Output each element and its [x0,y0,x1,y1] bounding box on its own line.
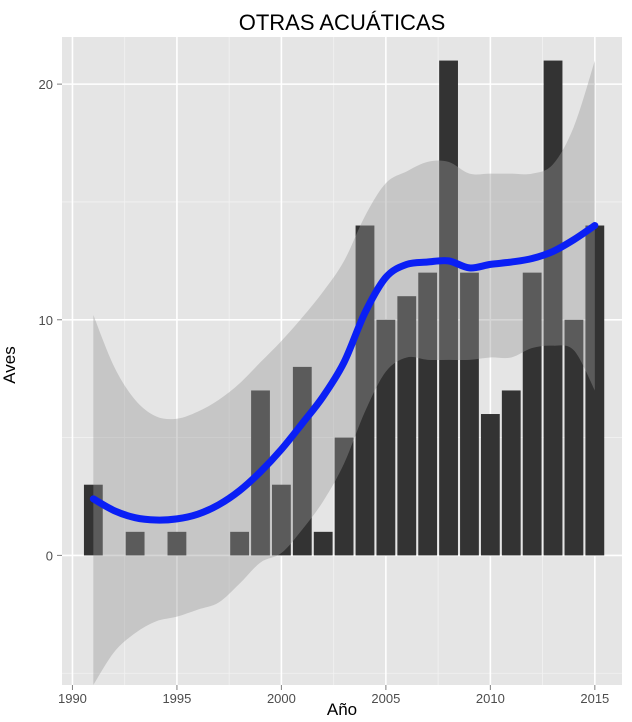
x-tick-label: 2010 [476,691,505,706]
bar-2014 [564,319,584,556]
confidence-band [93,60,595,685]
bar-2010 [480,414,500,556]
smooth-line [89,222,599,524]
bar-2012 [522,272,542,556]
x-tick-label: 1990 [58,691,87,706]
bars [83,60,605,556]
bar-2007 [418,272,438,556]
bar-2003 [334,437,354,556]
bar-2015 [585,225,605,556]
x-tick-label: 2000 [267,691,296,706]
y-tick-label: 10 [39,313,53,328]
bar-2006 [397,296,417,556]
bar-2009 [460,272,479,556]
bar-2008 [439,60,458,556]
bar-2005 [376,319,396,556]
bar-2011 [501,390,521,556]
bar-1998 [230,531,250,556]
y-axis: 0 10 20 [39,77,62,563]
bar-2002 [313,531,333,556]
bar-2013 [543,60,563,556]
bar-1993 [125,531,145,556]
y-tick-label: 0 [46,548,53,563]
x-axis-title: Año [326,700,358,719]
y-tick-label: 20 [39,77,53,92]
y-axis-title: Aves [0,346,19,384]
bar-1995 [167,531,187,556]
x-tick-label: 2015 [580,691,609,706]
x-axis: 1990 1995 2000 2005 2010 2015 [58,685,609,706]
x-tick-label: 2005 [371,691,400,706]
bar-2000 [272,484,291,556]
x-tick-label: 1995 [162,691,191,706]
chart-title: OTRAS ACUÁTICAS [238,10,446,35]
